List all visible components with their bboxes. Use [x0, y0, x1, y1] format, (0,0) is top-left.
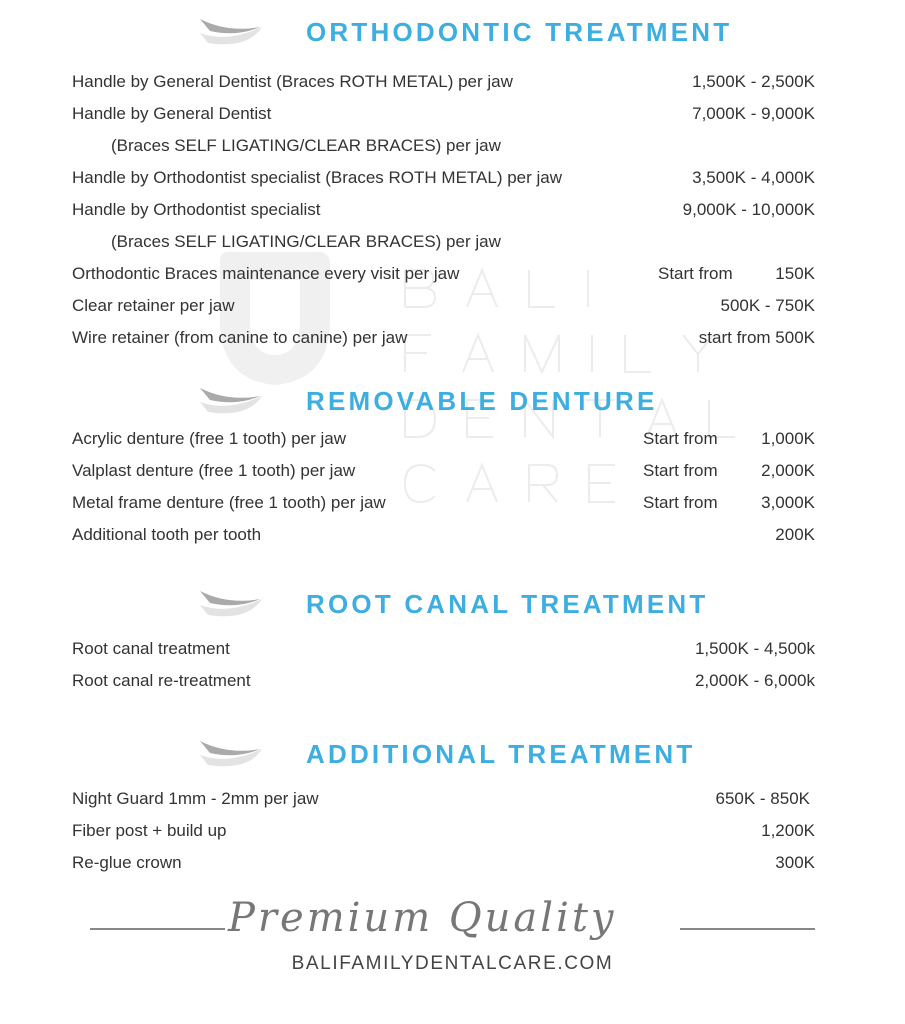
item-name: Handle by General Dentist (Braces ROTH M…: [72, 72, 513, 91]
price-row: Handle by General Dentist (Braces ROTH M…: [0, 66, 905, 98]
section-root-canal: ROOT CANAL TREATMENT Root canal treatmen…: [0, 583, 905, 697]
item-name: Valplast denture (free 1 tooth) per jaw: [72, 461, 356, 480]
section-title: REMOVABLE DENTURE: [306, 386, 658, 416]
item-price: 1,500K - 4,500k: [694, 639, 815, 658]
item-name: Root canal re-treatment: [72, 671, 251, 690]
price-row: Fiber post + build up 1,200K: [0, 815, 905, 847]
section-header: ROOT CANAL TREATMENT: [0, 583, 905, 623]
item-price: 200K: [775, 525, 815, 544]
item-price: 150K: [775, 264, 815, 283]
item-name: Root canal treatment: [72, 639, 230, 658]
item-price: 3,500K - 4,000K: [692, 168, 815, 187]
price-row: Handle by Orthodontist specialist (Brace…: [0, 162, 905, 194]
price-prefix: Start from: [658, 264, 733, 283]
tagline: Premium Quality: [228, 895, 617, 941]
item-price: start from 500K: [698, 328, 815, 347]
price-prefix: Start from: [643, 461, 718, 480]
item-name: Night Guard 1mm - 2mm per jaw: [72, 789, 319, 808]
section-removable-denture: REMOVABLE DENTURE Acrylic denture (free …: [0, 380, 905, 551]
divider-right: [680, 928, 815, 930]
item-price: 300K: [775, 853, 815, 872]
item-name: Orthodontic Braces maintenance every vis…: [72, 264, 460, 283]
item-name: (Braces SELF LIGATING/CLEAR BRACES) per …: [111, 136, 501, 155]
item-price: 2,000K: [761, 461, 815, 480]
item-price: 1,000K: [761, 429, 815, 448]
section-additional: ADDITIONAL TREATMENT Night Guard 1mm - 2…: [0, 733, 905, 879]
price-row: Valplast denture (free 1 tooth) per jaw S…: [0, 455, 905, 487]
price-prefix: Start from: [643, 429, 718, 448]
item-name: Handle by Orthodontist specialist: [72, 200, 321, 219]
price-row: Handle by General Dentist 7,000K - 9,000K: [0, 98, 905, 130]
section-header: REMOVABLE DENTURE: [0, 380, 905, 420]
swoosh-icon: [200, 19, 262, 45]
item-name: Wire retainer (from canine to canine) pe…: [72, 328, 408, 347]
section-title: ROOT CANAL TREATMENT: [306, 589, 709, 619]
item-name: Acrylic denture (free 1 tooth) per jaw: [72, 429, 347, 448]
section-title: ORTHODONTIC TREATMENT: [306, 17, 733, 47]
item-price: 650K - 850K: [715, 789, 810, 808]
item-price: 7,000K - 9,000K: [692, 104, 815, 123]
item-name: Clear retainer per jaw: [72, 296, 235, 315]
item-name: Metal frame denture (free 1 tooth) per j…: [72, 493, 386, 512]
swoosh-icon: [200, 388, 262, 414]
swoosh-icon: [200, 741, 262, 767]
price-row: Root canal treatment 1,500K - 4,500k: [0, 633, 905, 665]
item-price: 3,000K: [761, 493, 815, 512]
price-prefix: Start from: [643, 493, 718, 512]
item-price: 1,200K: [761, 821, 815, 840]
item-name: Handle by Orthodontist specialist (Brace…: [72, 168, 563, 187]
price-row: Acrylic denture (free 1 tooth) per jaw St…: [0, 423, 905, 455]
item-price: 9,000K - 10,000K: [682, 200, 815, 219]
item-name: Additional tooth per tooth: [72, 525, 262, 544]
price-row: Night Guard 1mm - 2mm per jaw 650K - 850K: [0, 783, 905, 815]
price-row: Re-glue crown 300K: [0, 847, 905, 879]
item-name: Re-glue crown: [72, 853, 182, 872]
section-header: ORTHODONTIC TREATMENT: [0, 11, 905, 51]
divider-left: [90, 928, 225, 930]
item-name: (Braces SELF LIGATING/CLEAR BRACES) per …: [111, 232, 501, 251]
item-price: 2,000K - 6,000k: [694, 671, 815, 690]
price-row: Additional tooth per tooth 200K: [0, 519, 905, 551]
item-price: 1,500K - 2,500K: [692, 72, 815, 91]
section-title: ADDITIONAL TREATMENT: [306, 739, 696, 769]
price-row: Metal frame denture (free 1 tooth) per j…: [0, 487, 905, 519]
website-url: BALIFAMILYDENTALCARE.COM: [291, 953, 614, 974]
tooth-logo-watermark: [220, 251, 330, 385]
price-row: Handle by Orthodontist specialist 9,000K …: [0, 194, 905, 226]
section-header: ADDITIONAL TREATMENT: [0, 733, 905, 773]
price-row: Clear retainer per jaw 500K - 750K: [0, 290, 905, 322]
swoosh-icon: [200, 591, 262, 617]
item-name: Fiber post + build up: [72, 821, 227, 840]
price-row: Wire retainer (from canine to canine) pe…: [0, 322, 905, 354]
price-row: Orthodontic Braces maintenance every vis…: [0, 258, 905, 290]
price-row: (Braces SELF LIGATING/CLEAR BRACES) per …: [0, 130, 905, 162]
item-name: Handle by General Dentist: [72, 104, 272, 123]
section-orthodontic: ORTHODONTIC TREATMENT Handle by General …: [0, 11, 905, 354]
price-row: Root canal re-treatment 2,000K - 6,000k: [0, 665, 905, 697]
price-row: (Braces SELF LIGATING/CLEAR BRACES) per …: [0, 226, 905, 258]
item-price: 500K - 750K: [720, 296, 815, 315]
